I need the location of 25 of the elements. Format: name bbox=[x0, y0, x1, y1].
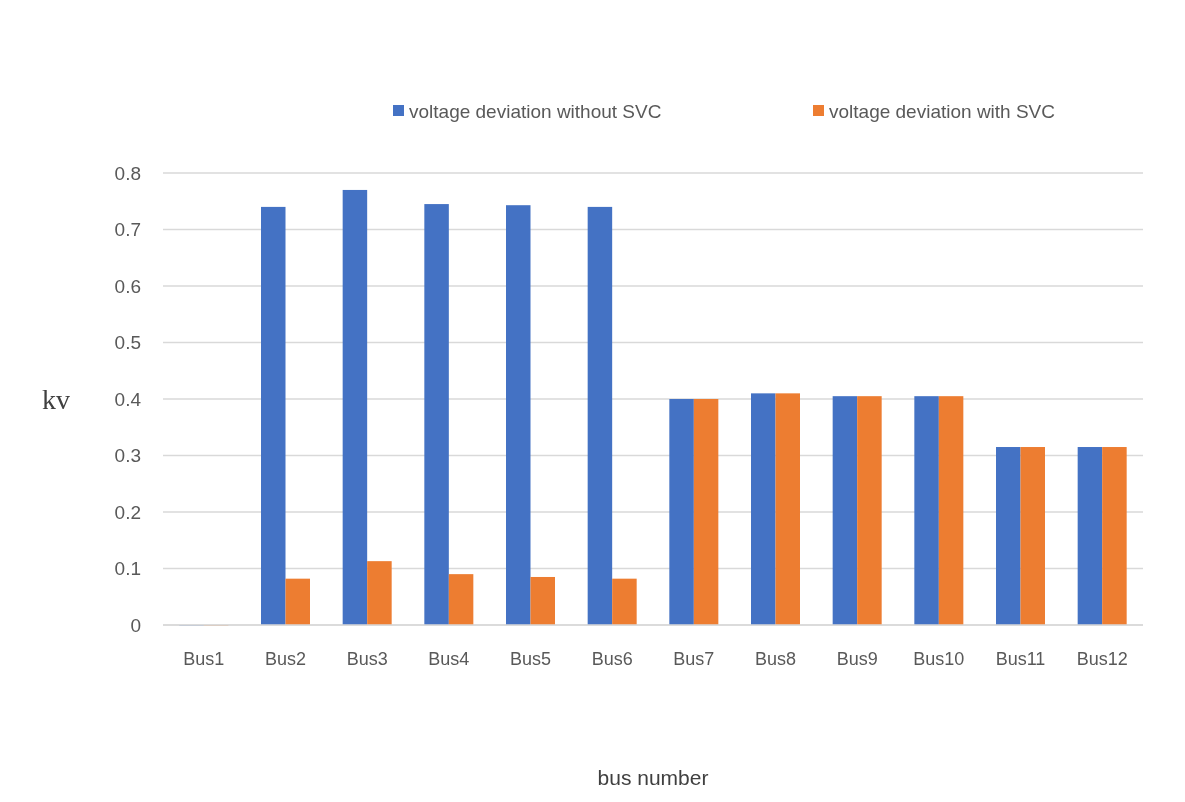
x-tick-label: Bus9 bbox=[836, 649, 878, 669]
y-tick-label: 0.3 bbox=[114, 445, 141, 467]
y-tick-label: 0 bbox=[130, 614, 141, 636]
y-tick-label: 0.2 bbox=[114, 501, 141, 523]
x-tick-label: Bus3 bbox=[346, 649, 388, 669]
y-tick-label: 0.4 bbox=[114, 388, 142, 410]
x-tick-label: Bus1 bbox=[183, 649, 225, 669]
y-tick-label: 0.6 bbox=[114, 275, 141, 297]
x-tick-label: Bus4 bbox=[428, 649, 470, 669]
x-tick-label: Bus12 bbox=[1076, 649, 1128, 669]
x-tick-label: Bus7 bbox=[673, 649, 715, 669]
x-axis-title: bus number bbox=[597, 766, 709, 789]
x-tick-label: Bus2 bbox=[264, 649, 307, 669]
legend-label: voltage deviation with SVC bbox=[829, 100, 1056, 122]
y-tick-label: 0.8 bbox=[114, 162, 141, 184]
x-tick-label: Bus11 bbox=[995, 649, 1046, 669]
x-tick-label: Bus5 bbox=[509, 649, 552, 669]
x-tick-label: Bus6 bbox=[591, 649, 633, 669]
x-tick-label: Bus8 bbox=[754, 649, 797, 669]
y-tick-label: 0.1 bbox=[114, 558, 141, 580]
x-tick-label: Bus10 bbox=[913, 649, 965, 669]
y-tick-label: 0.7 bbox=[114, 219, 141, 241]
y-tick-label: 0.5 bbox=[114, 332, 141, 354]
y-axis-title: kv bbox=[42, 383, 70, 415]
legend-label: voltage deviation without SVC bbox=[409, 100, 662, 122]
